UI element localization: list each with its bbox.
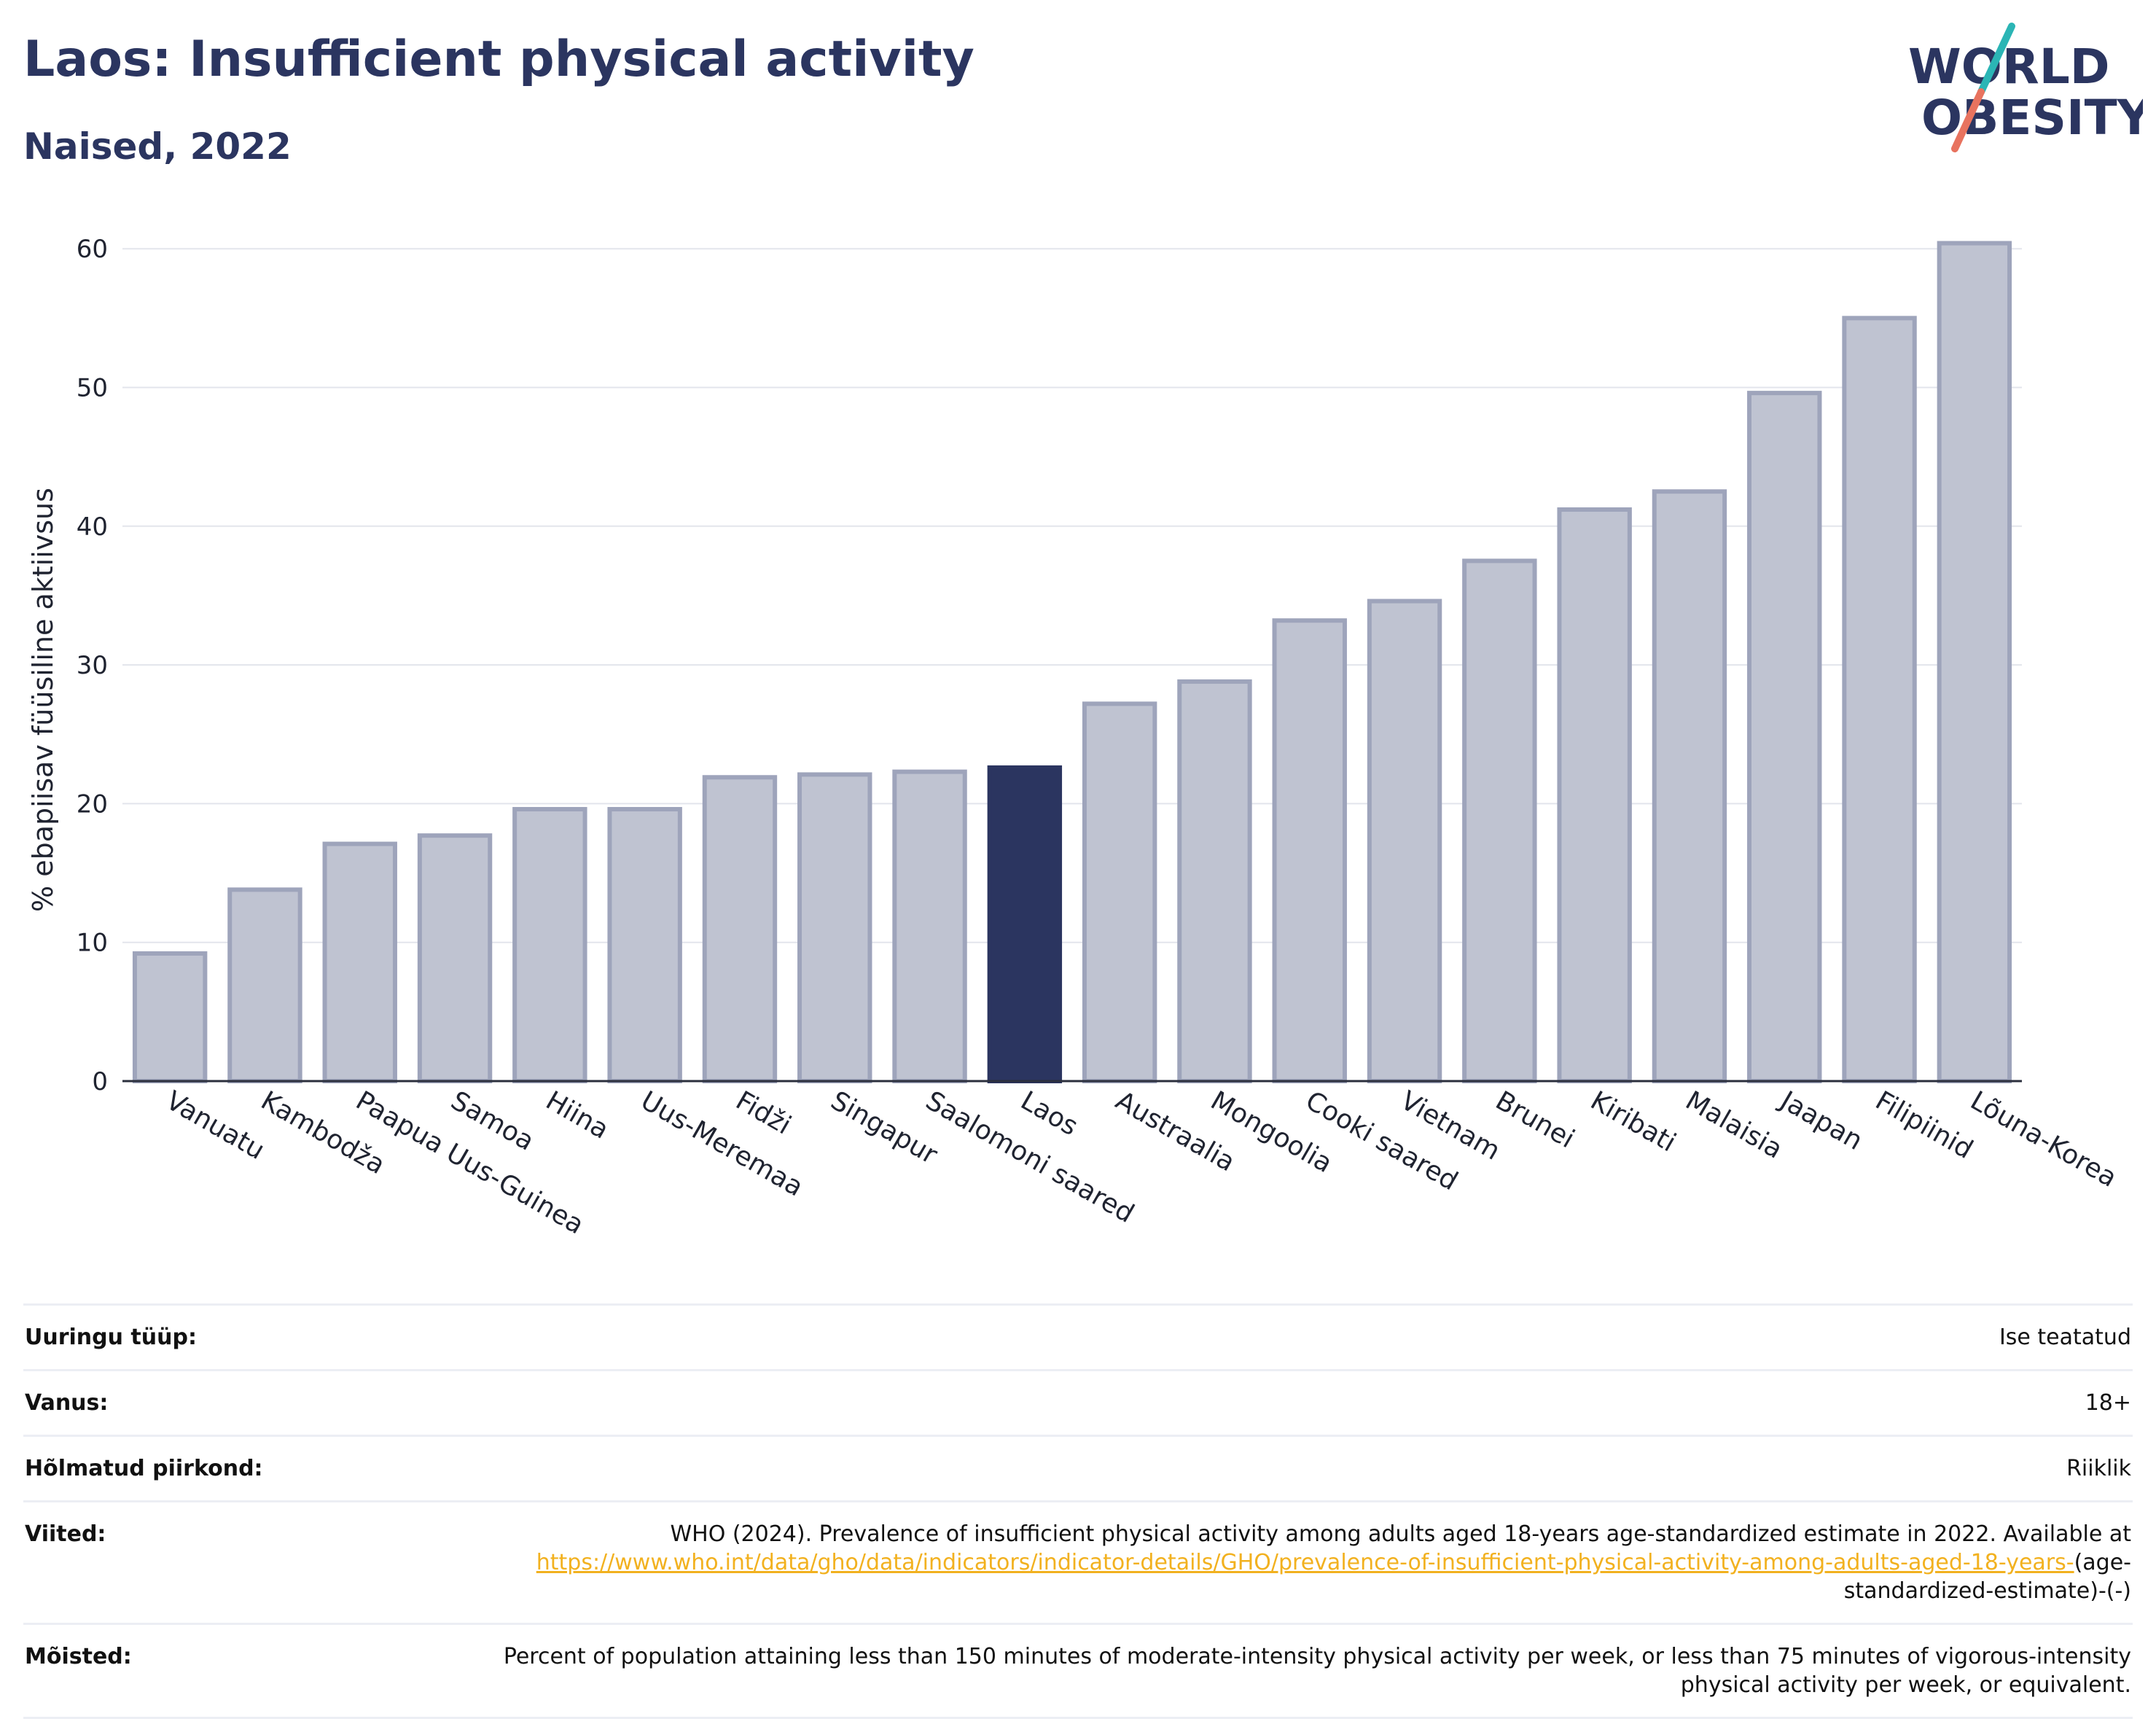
meta-label: Viited:: [25, 1521, 106, 1547]
metadata-table: Uuringu tüüp: Ise teatatud Vanus: 18+ Hõ…: [23, 1303, 2133, 1719]
y-tick-label: 30: [77, 651, 108, 680]
bar: [1272, 618, 1347, 1083]
x-tick-label: Singapur: [826, 1085, 942, 1170]
bar: [1082, 701, 1157, 1083]
meta-row-definitions: Mõisted: Percent of population attaining…: [23, 1623, 2133, 1718]
bar: [512, 807, 587, 1083]
bar: [1462, 558, 1537, 1083]
meta-value: Ise teatatud: [1999, 1325, 2131, 1350]
x-tick-label: Vanuatu: [161, 1085, 270, 1166]
chart-subtitle: Naised, 2022: [23, 125, 292, 168]
bar: [1937, 241, 2012, 1083]
y-axis-label: % ebapiisav füüsiline aktiivsus: [27, 488, 59, 912]
meta-value: Percent of population attaining less tha…: [503, 1644, 2131, 1698]
bar: [1652, 489, 1727, 1083]
bars: [132, 241, 2012, 1084]
meta-row-age: Vanus: 18+: [23, 1370, 2133, 1436]
bar: [1747, 391, 1822, 1083]
bar: [1557, 507, 1632, 1083]
y-tick-label: 40: [77, 512, 108, 542]
meta-row-survey-type: Uuringu tüüp: Ise teatatud: [23, 1304, 2133, 1371]
meta-label: Vanus:: [25, 1390, 109, 1416]
y-axis-ticks: 0 10 20 30 40 50 60: [77, 235, 108, 1096]
logo-slash-coral: [1951, 88, 1985, 152]
y-tick-label: 10: [77, 929, 108, 958]
world-obesity-logo: WORLD OBESITY: [1908, 23, 2143, 152]
y-tick-label: 0: [92, 1067, 108, 1096]
meta-label: Uuringu tüüp:: [25, 1325, 197, 1350]
y-tick-label: 60: [77, 235, 108, 264]
reference-text: WHO (2024). Prevalence of insufficient p…: [670, 1521, 2131, 1547]
meta-row-references: Viited: WHO (2024). Prevalence of insuff…: [23, 1501, 2133, 1624]
x-tick-label: Lõuna-Korea: [1965, 1085, 2122, 1193]
bar: [322, 841, 397, 1084]
x-tick-label: Hiina: [541, 1085, 614, 1145]
bar: [702, 775, 778, 1084]
x-tick-label: Laos: [1015, 1085, 1082, 1142]
y-tick-label: 50: [77, 374, 108, 403]
x-tick-label: Brunei: [1491, 1085, 1579, 1154]
reference-link[interactable]: https://www.who.int/data/gho/data/indica…: [536, 1550, 2074, 1575]
bar: [1367, 599, 1442, 1083]
x-tick-label: Fidži: [730, 1085, 796, 1140]
x-tick-label: Filipiinid: [1870, 1085, 1977, 1165]
logo-text-world: WORLD: [1908, 39, 2110, 95]
bar: [1177, 679, 1252, 1083]
meta-label: Hõlmatud piirkond:: [25, 1456, 263, 1481]
meta-value: 18+: [2085, 1390, 2131, 1416]
reference-suffix: (age-standardized-estimate)-(-): [1843, 1550, 2131, 1604]
x-tick-label: Malaisia: [1680, 1085, 1787, 1165]
meta-value: Riiklik: [2066, 1456, 2131, 1481]
bar: [417, 833, 493, 1083]
chart-title: Laos: Insufficient physical activity: [23, 31, 975, 88]
x-tick-label: Uus-Meremaa: [636, 1085, 808, 1202]
x-tick-label: Jaapan: [1774, 1085, 1867, 1156]
bar: [892, 769, 967, 1083]
y-tick-label: 20: [77, 789, 108, 819]
meta-value-reference: WHO (2024). Prevalence of insufficient p…: [464, 1502, 2133, 1624]
bar: [607, 807, 682, 1083]
gridlines: [122, 248, 2022, 943]
meta-row-coverage: Hõlmatud piirkond: Riiklik: [23, 1435, 2133, 1502]
bar: [227, 887, 302, 1083]
bar: [1842, 316, 1917, 1084]
bar: [797, 772, 872, 1083]
bar: [132, 951, 208, 1083]
x-tick-label: Kiribati: [1585, 1085, 1681, 1158]
meta-label: Mõisted:: [25, 1644, 132, 1669]
bar: [987, 765, 1063, 1083]
logo-slash-teal: [1977, 23, 2015, 95]
